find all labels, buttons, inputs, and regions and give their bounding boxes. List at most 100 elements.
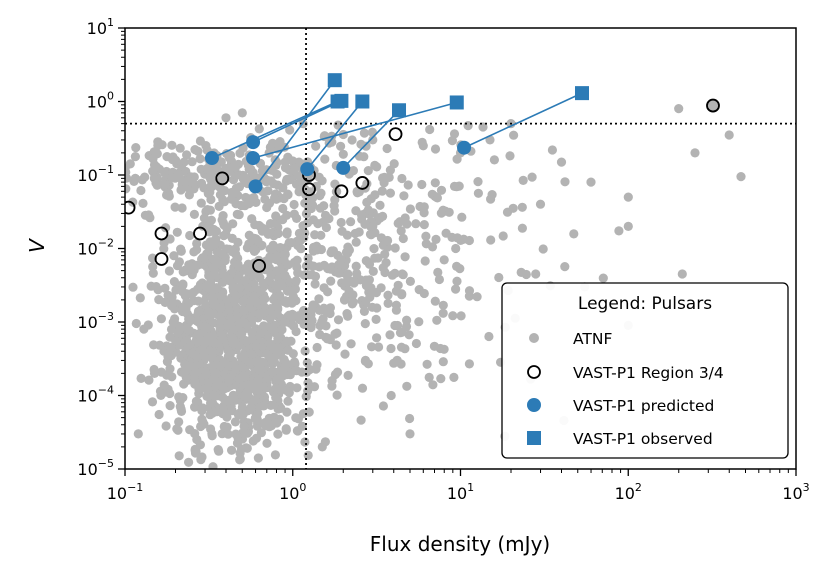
atnf-point	[455, 264, 465, 274]
atnf-point	[176, 244, 186, 254]
atnf-point	[368, 266, 378, 276]
atnf-point	[235, 455, 245, 465]
atnf-point	[275, 375, 285, 385]
atnf-point	[275, 291, 285, 301]
legend-box	[501, 282, 789, 459]
atnf-point	[169, 251, 179, 261]
atnf-point	[240, 201, 250, 211]
atnf-point	[270, 280, 280, 290]
atnf-point	[165, 401, 175, 411]
y-tick-label: 10−4	[77, 384, 114, 406]
atnf-point	[189, 209, 199, 219]
atnf-point	[193, 306, 204, 316]
atnf-point	[486, 194, 496, 204]
atnf-point	[185, 315, 195, 325]
atnf-point	[197, 345, 207, 355]
atnf-point	[303, 218, 313, 228]
atnf-point	[516, 267, 526, 277]
x-tick-label: 10−1	[107, 481, 144, 503]
atnf-point	[261, 225, 271, 236]
atnf-point	[225, 349, 235, 359]
predicted-point	[300, 162, 315, 177]
atnf-point	[518, 175, 528, 185]
atnf-point	[267, 367, 277, 377]
predicted-point	[204, 151, 219, 166]
atnf-point	[215, 322, 225, 332]
atnf-point	[303, 450, 313, 460]
atnf-point	[383, 298, 393, 308]
atnf-point	[289, 199, 299, 210]
atnf-point	[131, 143, 141, 153]
atnf-point	[239, 421, 249, 431]
atnf-point	[538, 244, 548, 254]
atnf-point	[214, 201, 224, 211]
atnf-point	[547, 145, 558, 155]
atnf-point	[179, 379, 189, 389]
atnf-point	[187, 157, 197, 167]
atnf-point	[196, 198, 206, 208]
atnf-point	[310, 230, 320, 240]
region-point	[215, 171, 230, 186]
atnf-point	[157, 140, 167, 150]
atnf-point	[219, 384, 229, 394]
atnf-point	[292, 213, 302, 223]
atnf-point	[169, 277, 179, 287]
atnf-point	[438, 300, 448, 310]
y-tick-label: 10−5	[77, 457, 114, 479]
atnf-point	[736, 172, 746, 182]
atnf-point	[233, 259, 243, 269]
atnf-point	[419, 288, 429, 299]
atnf-point	[323, 263, 333, 273]
atnf-point	[206, 215, 216, 225]
atnf-point	[174, 417, 184, 427]
atnf-point	[360, 319, 370, 329]
atnf-point	[148, 166, 158, 176]
atnf-point	[411, 338, 421, 349]
atnf-point	[208, 292, 218, 302]
atnf-point	[328, 246, 338, 256]
atnf-point	[347, 135, 357, 145]
atnf-point	[379, 172, 389, 182]
atnf-point	[448, 311, 458, 321]
atnf-point	[297, 421, 307, 431]
atnf-point	[181, 289, 191, 299]
atnf-point	[254, 124, 264, 134]
atnf-point	[268, 138, 278, 148]
atnf-point	[230, 417, 240, 427]
atnf-point	[508, 203, 518, 213]
atnf-point	[340, 349, 350, 359]
atnf-point	[167, 140, 177, 150]
atnf-point	[342, 276, 352, 287]
atnf-point	[429, 341, 439, 351]
atnf-point	[236, 329, 246, 339]
atnf-point	[312, 245, 322, 255]
atnf-point	[224, 373, 234, 383]
atnf-point	[417, 179, 427, 190]
atnf-point	[144, 375, 154, 385]
atnf-point	[339, 295, 350, 305]
atnf-point	[508, 130, 519, 140]
atnf-point	[438, 308, 448, 318]
atnf-point	[332, 390, 342, 400]
atnf-point	[569, 229, 579, 239]
atnf-point	[193, 146, 203, 156]
atnf-point	[282, 407, 292, 417]
atnf-point	[420, 256, 430, 266]
atnf-point	[338, 149, 348, 159]
atnf-point	[217, 215, 227, 225]
atnf-point	[208, 462, 218, 469]
prediction-link	[254, 79, 336, 187]
atnf-point	[262, 438, 272, 448]
atnf-point	[258, 357, 268, 367]
atnf-point	[272, 266, 282, 276]
atnf-point	[280, 157, 290, 167]
atnf-point	[397, 173, 407, 184]
atnf-point	[213, 445, 223, 455]
atnf-point	[430, 178, 440, 188]
atnf-point	[299, 319, 309, 329]
atnf-point	[174, 257, 184, 267]
atnf-point	[278, 183, 288, 193]
atnf-point	[221, 163, 231, 173]
atnf-point	[191, 446, 201, 457]
